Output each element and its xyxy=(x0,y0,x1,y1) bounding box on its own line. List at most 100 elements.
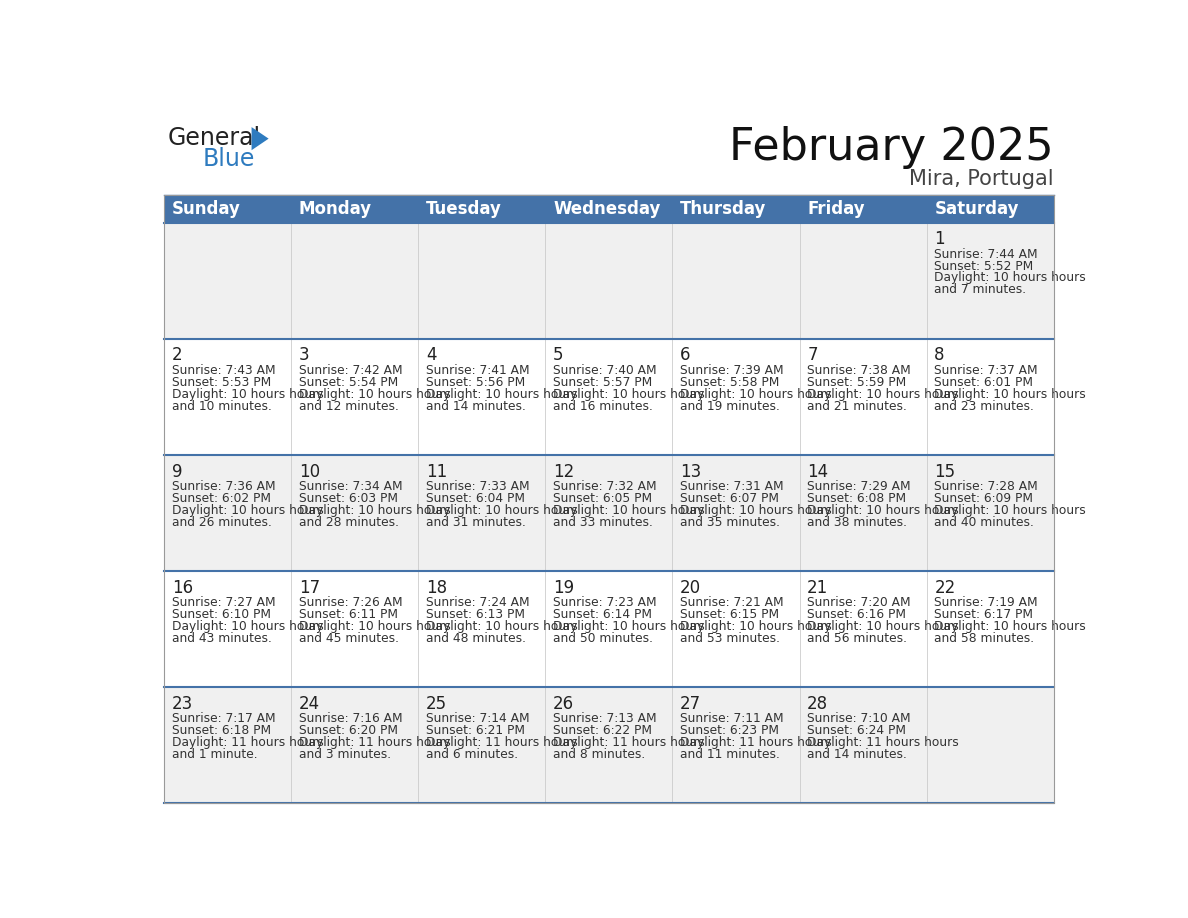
Text: Daylight: 10 hours hours: Daylight: 10 hours hours xyxy=(808,387,959,400)
Text: Sunset: 6:15 PM: Sunset: 6:15 PM xyxy=(681,608,779,621)
Text: and 1 minute.: and 1 minute. xyxy=(172,748,258,761)
Text: and 58 minutes.: and 58 minutes. xyxy=(934,632,1035,644)
Text: 9: 9 xyxy=(172,463,182,480)
Text: February 2025: February 2025 xyxy=(729,126,1054,169)
Text: Daylight: 10 hours hours: Daylight: 10 hours hours xyxy=(299,504,450,517)
Text: Sunrise: 7:21 AM: Sunrise: 7:21 AM xyxy=(681,596,784,609)
Text: Sunset: 6:18 PM: Sunset: 6:18 PM xyxy=(172,724,271,737)
Text: and 48 minutes.: and 48 minutes. xyxy=(426,632,526,644)
Text: Sunrise: 7:20 AM: Sunrise: 7:20 AM xyxy=(808,596,911,609)
Text: Daylight: 11 hours hours: Daylight: 11 hours hours xyxy=(681,736,832,749)
Text: Sunrise: 7:32 AM: Sunrise: 7:32 AM xyxy=(554,480,657,493)
Text: Tuesday: Tuesday xyxy=(426,200,501,218)
Text: Daylight: 10 hours hours: Daylight: 10 hours hours xyxy=(299,387,450,400)
Bar xyxy=(927,195,1054,222)
Text: Sunset: 6:10 PM: Sunset: 6:10 PM xyxy=(172,608,271,621)
Text: 17: 17 xyxy=(299,578,320,597)
Text: Sunrise: 7:26 AM: Sunrise: 7:26 AM xyxy=(299,596,403,609)
Text: 28: 28 xyxy=(808,695,828,712)
Text: Daylight: 10 hours hours: Daylight: 10 hours hours xyxy=(554,387,704,400)
Text: and 16 minutes.: and 16 minutes. xyxy=(554,399,653,412)
Text: Daylight: 10 hours hours: Daylight: 10 hours hours xyxy=(299,620,450,633)
Text: 4: 4 xyxy=(426,346,436,364)
Text: Blue: Blue xyxy=(203,147,255,171)
Text: and 10 minutes.: and 10 minutes. xyxy=(172,399,272,412)
Text: Sunrise: 7:43 AM: Sunrise: 7:43 AM xyxy=(172,364,276,376)
Text: Daylight: 10 hours hours: Daylight: 10 hours hours xyxy=(808,620,959,633)
Text: Daylight: 11 hours hours: Daylight: 11 hours hours xyxy=(172,736,323,749)
Text: Sunset: 5:56 PM: Sunset: 5:56 PM xyxy=(426,375,525,388)
Text: Sunset: 5:59 PM: Sunset: 5:59 PM xyxy=(808,375,906,388)
Bar xyxy=(164,571,1054,687)
Text: Sunrise: 7:27 AM: Sunrise: 7:27 AM xyxy=(172,596,276,609)
Text: 24: 24 xyxy=(299,695,320,712)
Text: and 12 minutes.: and 12 minutes. xyxy=(299,399,399,412)
Text: and 38 minutes.: and 38 minutes. xyxy=(808,516,908,529)
Text: Sunset: 6:23 PM: Sunset: 6:23 PM xyxy=(681,724,779,737)
Text: Daylight: 10 hours hours: Daylight: 10 hours hours xyxy=(934,504,1086,517)
Text: Daylight: 10 hours hours: Daylight: 10 hours hours xyxy=(934,620,1086,633)
Text: 21: 21 xyxy=(808,578,828,597)
Text: Sunrise: 7:23 AM: Sunrise: 7:23 AM xyxy=(554,596,657,609)
Text: and 56 minutes.: and 56 minutes. xyxy=(808,632,908,644)
Text: Sunrise: 7:17 AM: Sunrise: 7:17 AM xyxy=(172,712,276,725)
Text: Daylight: 11 hours hours: Daylight: 11 hours hours xyxy=(299,736,450,749)
Text: Sunrise: 7:39 AM: Sunrise: 7:39 AM xyxy=(681,364,784,376)
Text: and 26 minutes.: and 26 minutes. xyxy=(172,516,272,529)
Text: 18: 18 xyxy=(426,578,447,597)
Text: and 3 minutes.: and 3 minutes. xyxy=(299,748,391,761)
Text: 2: 2 xyxy=(172,346,183,364)
Text: and 43 minutes.: and 43 minutes. xyxy=(172,632,272,644)
Text: Sunset: 6:21 PM: Sunset: 6:21 PM xyxy=(426,724,525,737)
Text: 27: 27 xyxy=(681,695,701,712)
Text: Sunrise: 7:10 AM: Sunrise: 7:10 AM xyxy=(808,712,911,725)
Text: 13: 13 xyxy=(681,463,701,480)
Text: 3: 3 xyxy=(299,346,310,364)
Text: 12: 12 xyxy=(554,463,574,480)
Bar xyxy=(164,222,1054,339)
Text: Sunrise: 7:42 AM: Sunrise: 7:42 AM xyxy=(299,364,403,376)
Text: Sunset: 6:16 PM: Sunset: 6:16 PM xyxy=(808,608,906,621)
Text: 26: 26 xyxy=(554,695,574,712)
Bar xyxy=(164,454,1054,571)
Text: Daylight: 10 hours hours: Daylight: 10 hours hours xyxy=(681,504,832,517)
Text: 16: 16 xyxy=(172,578,192,597)
Text: 23: 23 xyxy=(172,695,192,712)
Bar xyxy=(672,195,800,222)
Text: 20: 20 xyxy=(681,578,701,597)
Text: Daylight: 10 hours hours: Daylight: 10 hours hours xyxy=(426,387,577,400)
Text: 1: 1 xyxy=(934,230,944,248)
Text: Friday: Friday xyxy=(808,200,865,218)
Text: Daylight: 10 hours hours: Daylight: 10 hours hours xyxy=(172,620,323,633)
Text: Daylight: 11 hours hours: Daylight: 11 hours hours xyxy=(808,736,959,749)
Text: and 8 minutes.: and 8 minutes. xyxy=(554,748,645,761)
Text: Daylight: 10 hours hours: Daylight: 10 hours hours xyxy=(172,387,323,400)
Text: and 6 minutes.: and 6 minutes. xyxy=(426,748,518,761)
Text: Sunrise: 7:31 AM: Sunrise: 7:31 AM xyxy=(681,480,784,493)
Text: Sunrise: 7:34 AM: Sunrise: 7:34 AM xyxy=(299,480,403,493)
Text: Sunrise: 7:28 AM: Sunrise: 7:28 AM xyxy=(934,480,1038,493)
Text: and 7 minutes.: and 7 minutes. xyxy=(934,284,1026,297)
Text: Wednesday: Wednesday xyxy=(554,200,661,218)
Text: and 35 minutes.: and 35 minutes. xyxy=(681,516,781,529)
Text: 22: 22 xyxy=(934,578,955,597)
Text: Sunrise: 7:38 AM: Sunrise: 7:38 AM xyxy=(808,364,911,376)
Text: and 40 minutes.: and 40 minutes. xyxy=(934,516,1035,529)
Bar xyxy=(164,339,1054,454)
Text: Sunset: 6:09 PM: Sunset: 6:09 PM xyxy=(934,492,1034,505)
Text: Sunset: 6:20 PM: Sunset: 6:20 PM xyxy=(299,724,398,737)
Text: Sunset: 5:57 PM: Sunset: 5:57 PM xyxy=(554,375,652,388)
Text: Daylight: 10 hours hours: Daylight: 10 hours hours xyxy=(808,504,959,517)
Text: Sunset: 6:22 PM: Sunset: 6:22 PM xyxy=(554,724,652,737)
Polygon shape xyxy=(252,127,268,151)
Text: Sunset: 6:03 PM: Sunset: 6:03 PM xyxy=(299,492,398,505)
Text: and 50 minutes.: and 50 minutes. xyxy=(554,632,653,644)
Text: Daylight: 10 hours hours: Daylight: 10 hours hours xyxy=(426,504,577,517)
Text: Daylight: 11 hours hours: Daylight: 11 hours hours xyxy=(554,736,704,749)
Text: Sunrise: 7:14 AM: Sunrise: 7:14 AM xyxy=(426,712,530,725)
Text: and 53 minutes.: and 53 minutes. xyxy=(681,632,781,644)
Text: 8: 8 xyxy=(934,346,944,364)
Text: and 21 minutes.: and 21 minutes. xyxy=(808,399,908,412)
Bar xyxy=(545,195,672,222)
Text: Sunrise: 7:24 AM: Sunrise: 7:24 AM xyxy=(426,596,530,609)
